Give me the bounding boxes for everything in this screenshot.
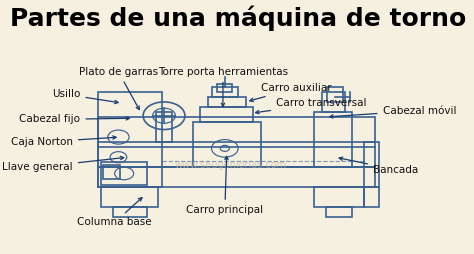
Text: Plato de garras: Plato de garras	[79, 67, 158, 109]
Bar	[101, 187, 158, 208]
Text: www.seugeniorias.com: www.seugeniorias.com	[174, 160, 287, 170]
Text: Columna base: Columna base	[77, 198, 152, 228]
Text: Partes de una máquina de torno: Partes de una máquina de torno	[10, 5, 466, 30]
Bar	[200, 107, 253, 122]
Text: Cabezal fijo: Cabezal fijo	[19, 115, 129, 124]
Bar	[98, 92, 162, 187]
Text: Usillo: Usillo	[52, 89, 118, 104]
Bar	[217, 84, 232, 92]
Bar	[98, 117, 375, 167]
Text: Llave general: Llave general	[2, 156, 124, 172]
Bar	[314, 187, 364, 208]
Bar	[208, 97, 246, 107]
Bar	[103, 165, 120, 179]
Text: Carro principal: Carro principal	[186, 156, 264, 215]
Bar	[98, 167, 375, 187]
Bar	[113, 208, 147, 217]
Text: Caja Norton: Caja Norton	[11, 136, 116, 147]
Text: Carro auxiliar: Carro auxiliar	[250, 83, 332, 102]
Bar	[322, 92, 345, 112]
Text: Torre porta herramientas: Torre porta herramientas	[158, 67, 288, 106]
Bar	[326, 208, 352, 217]
Text: Carro transversal: Carro transversal	[255, 98, 367, 114]
Text: Cabezal móvil: Cabezal móvil	[330, 106, 456, 118]
Bar	[364, 142, 379, 187]
Bar	[101, 162, 147, 185]
Bar	[156, 112, 172, 142]
Bar	[328, 87, 343, 102]
Bar	[211, 87, 238, 97]
Text: Bancada: Bancada	[339, 157, 419, 175]
Bar	[192, 122, 261, 167]
Bar	[364, 187, 379, 208]
Bar	[314, 112, 352, 167]
